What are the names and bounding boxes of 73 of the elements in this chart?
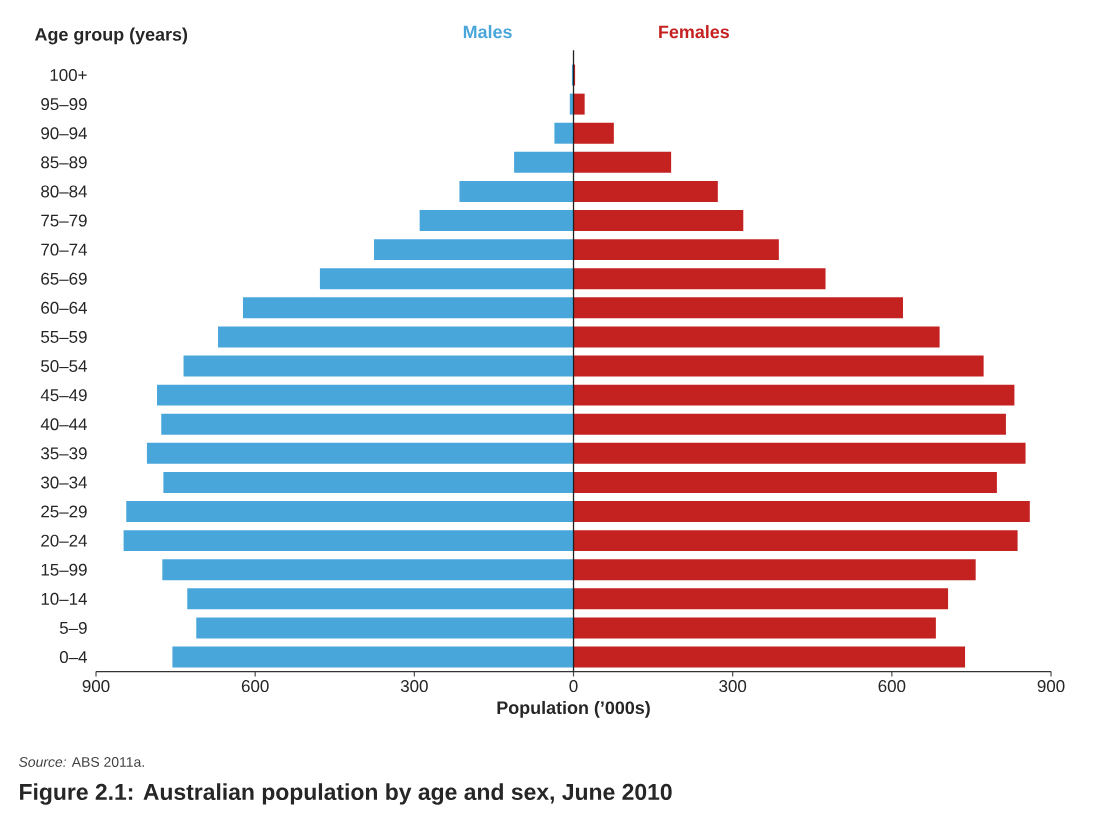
y-tick-label: 85–89: [41, 156, 87, 169]
bar: [183, 355, 574, 377]
x-tick-label: 600: [878, 680, 906, 693]
text: Males: [463, 25, 512, 39]
x-tick-label: 600: [241, 680, 269, 693]
y-tick-label: 65–69: [41, 272, 87, 285]
y-tick-label: 20–24: [41, 534, 87, 547]
y-tick-label: 70–74: [41, 243, 87, 256]
bar: [554, 122, 574, 144]
x-tick-label: 300: [719, 680, 747, 693]
y-tick-label: 90–94: [41, 127, 87, 140]
bar: [573, 297, 903, 319]
bar: [172, 646, 574, 668]
text: Source: ABS 2011a.: [18, 757, 144, 767]
text: Figure 2.1: Australian population by age and sex, June 2010: [20, 783, 672, 805]
bar: [218, 326, 574, 348]
bar: [419, 210, 574, 231]
y-tick-label: 10–14: [41, 592, 87, 605]
bar: [573, 413, 1006, 435]
y-tick-label: 5–9: [59, 621, 87, 634]
bar: [161, 413, 574, 435]
bar: [573, 326, 940, 348]
bar: [187, 588, 574, 610]
bar: [573, 210, 744, 231]
y-tick-label: 45–49: [40, 389, 87, 402]
y-tick-label: 95–99: [41, 98, 87, 111]
y-tick-label: 25–29: [41, 505, 87, 518]
bar: [126, 501, 574, 522]
bar: [146, 442, 574, 464]
y-tick-label: 15–99: [41, 563, 87, 576]
bar: [123, 530, 574, 552]
y-tick-label: 100+: [50, 69, 87, 82]
x-tick-label: 900: [1037, 680, 1065, 693]
bar: [573, 442, 1026, 464]
y-tick-label: 75–79: [41, 214, 87, 227]
y-tick-label: 50–54: [41, 360, 87, 373]
bar: [573, 180, 718, 202]
bar: [573, 384, 1015, 406]
bar: [514, 151, 574, 173]
y-tick-label: 40–44: [40, 418, 87, 431]
y-axis-title: Age group (years): [34, 27, 188, 45]
bar: [163, 471, 574, 493]
bar: [573, 122, 614, 144]
bar: [374, 239, 574, 261]
bar: [573, 530, 1018, 552]
x-tick-label: 300: [400, 680, 428, 693]
bar: [573, 501, 1030, 522]
x-axis-title: Population (’000s): [497, 700, 650, 718]
bar: [573, 268, 826, 290]
bar: [573, 559, 976, 581]
bar: [157, 384, 574, 406]
bar: [242, 297, 574, 319]
y-tick-label: 35–39: [41, 447, 87, 460]
bar: [573, 355, 984, 377]
bar: [162, 559, 574, 581]
x-tick-label: 0: [569, 680, 578, 693]
x-tick-label: 900: [82, 680, 110, 693]
bar: [459, 180, 574, 202]
y-tick-label: 80–84: [41, 185, 87, 198]
y-tick-label: 0–4: [59, 651, 87, 664]
y-tick-label: 55–59: [41, 330, 87, 343]
text: Females: [659, 25, 729, 39]
bar: [573, 588, 949, 610]
bar: [196, 617, 574, 639]
bar: [319, 268, 574, 290]
bar: [573, 471, 997, 493]
y-tick-label: 60–64: [41, 301, 87, 314]
bar: [573, 151, 672, 173]
bar: [573, 646, 966, 668]
bar: [573, 617, 936, 639]
bar: [573, 93, 585, 115]
y-tick-label: 30–34: [41, 476, 87, 489]
bar: [573, 239, 779, 261]
